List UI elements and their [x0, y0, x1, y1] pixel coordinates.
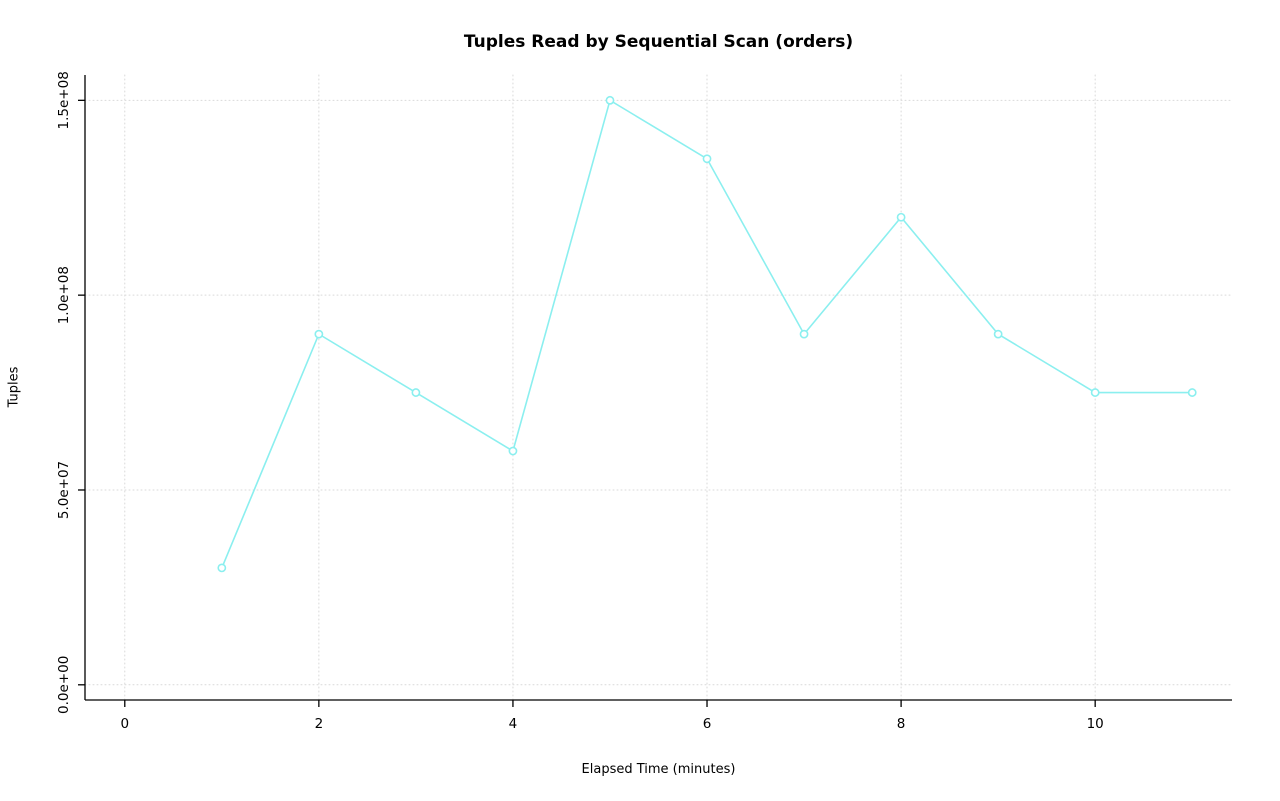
- data-point: [411, 388, 421, 397]
- y-axis-label: Tuples: [6, 366, 22, 408]
- y-tick-label: 1.0e+08: [56, 266, 72, 324]
- data-point: [217, 563, 227, 573]
- x-tick-label: 6: [703, 716, 712, 732]
- x-tick-label: 10: [1087, 716, 1104, 732]
- chart-title: Tuples Read by Sequential Scan (orders): [463, 32, 854, 52]
- data-line: [221, 99, 1193, 569]
- x-tick-label: 2: [315, 716, 324, 732]
- x-axis-label: Elapsed Time (minutes): [581, 762, 736, 777]
- y-tick-label: 0.0e+00: [56, 656, 72, 714]
- x-tick-label: 8: [897, 716, 906, 732]
- data-point: [314, 329, 324, 339]
- y-tick-label: 1.5e+08: [56, 71, 72, 129]
- data-point: [993, 329, 1003, 339]
- data-point: [1187, 388, 1197, 397]
- data-point: [508, 446, 518, 456]
- x-tick-label: 0: [120, 716, 129, 732]
- y-tick-label: 5.0e+07: [56, 461, 72, 519]
- x-tick-label: 4: [509, 716, 518, 732]
- data-point: [1090, 388, 1100, 397]
- data-point: [896, 212, 906, 222]
- data-point: [702, 154, 712, 164]
- data-point: [605, 95, 615, 105]
- data-point: [799, 329, 809, 339]
